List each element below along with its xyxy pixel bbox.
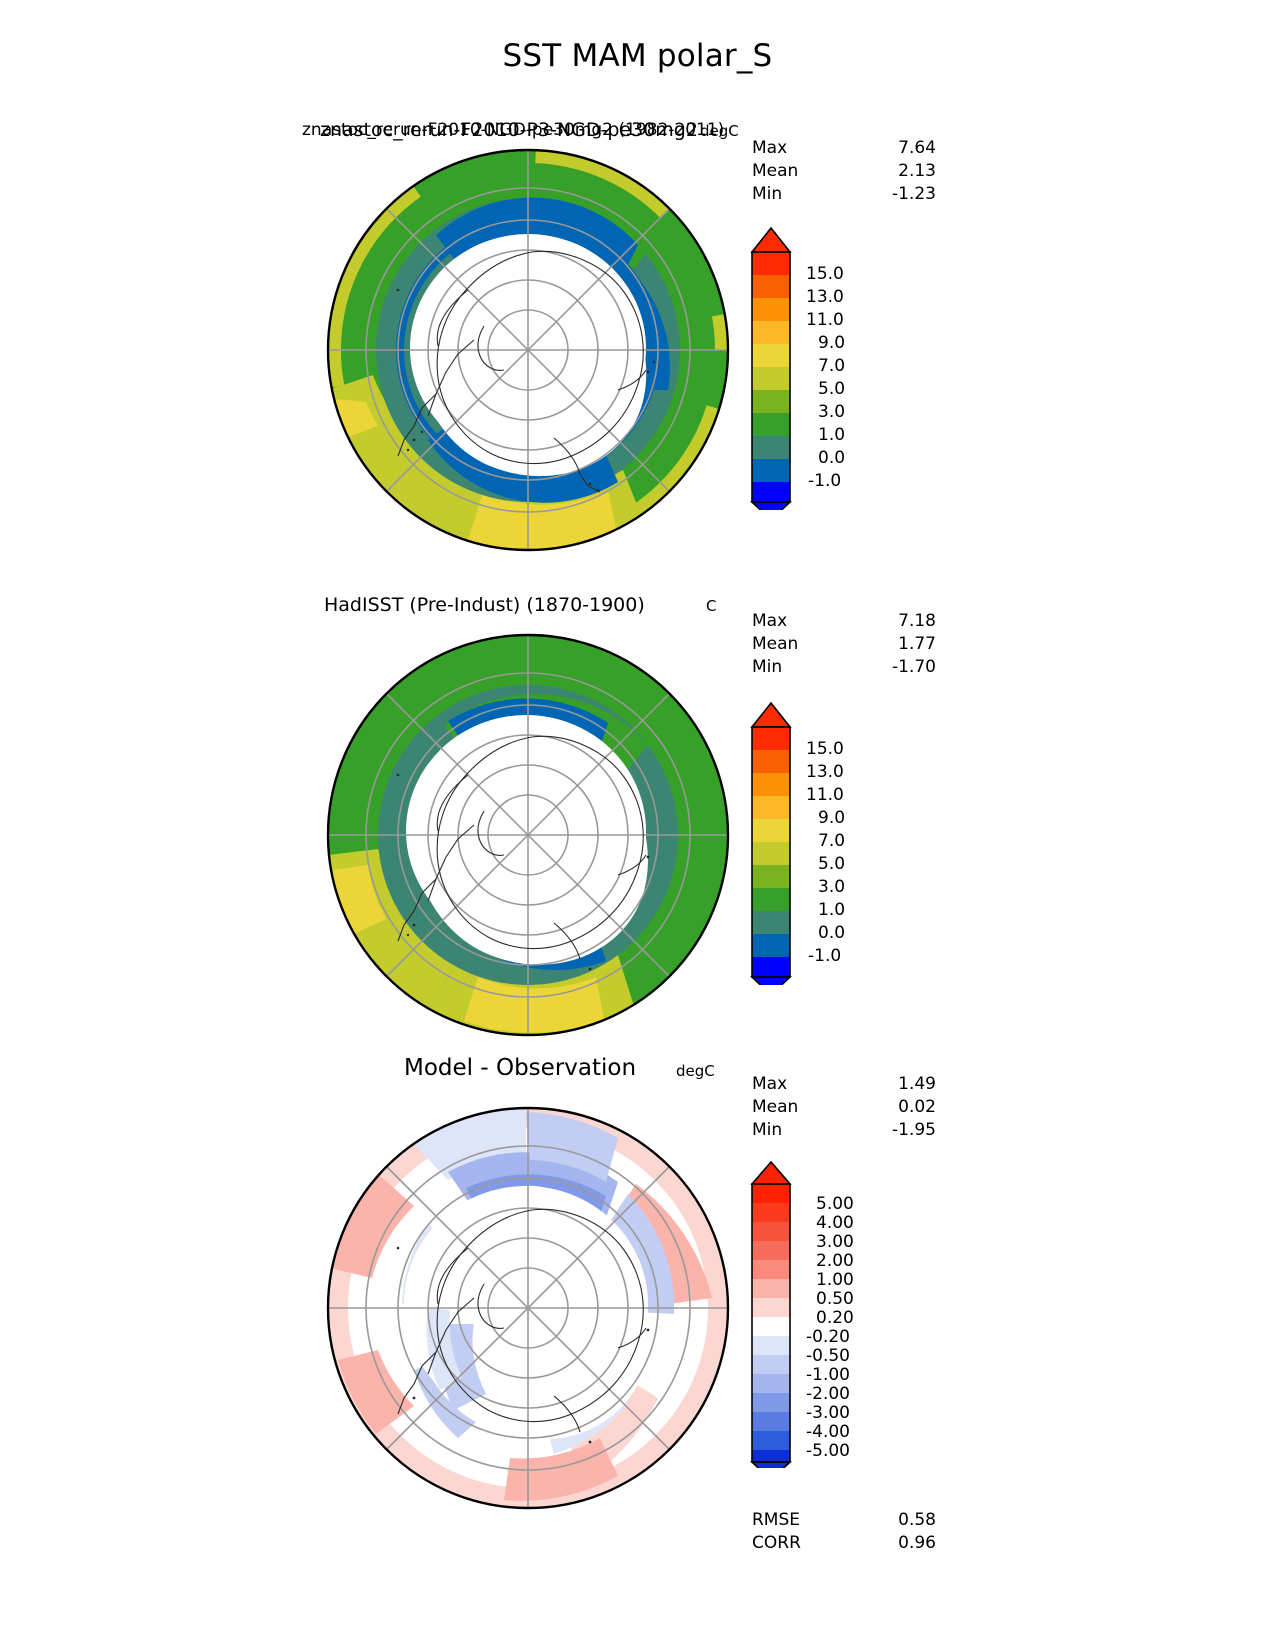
antarctica-coastline-model bbox=[397, 250, 647, 493]
panel-model-title-overlay: znastoc_rerun-F2010-NGD-pe30mg2 (1982-20… bbox=[302, 120, 725, 140]
cb-tick: -1.00 bbox=[806, 1365, 850, 1385]
stat-label: Min bbox=[752, 657, 783, 677]
map-field-observation bbox=[328, 635, 728, 1035]
stat-value: -1.95 bbox=[892, 1120, 936, 1140]
stat-value: 1.49 bbox=[898, 1074, 936, 1094]
cb-tick: 7.0 bbox=[818, 831, 846, 851]
panel-observation: HadISST (Pre-Indust) (1870-1900) C Max 7.… bbox=[0, 585, 1275, 1055]
cb-tick: 9.0 bbox=[818, 333, 846, 353]
cb-tick: -0.50 bbox=[806, 1346, 850, 1366]
polar-map-difference bbox=[326, 1106, 730, 1510]
panel-difference-unit: degC bbox=[676, 1062, 715, 1080]
cb-tick: 5.0 bbox=[818, 379, 846, 399]
cb-tick: -3.00 bbox=[806, 1403, 850, 1423]
cb-tick: 2.00 bbox=[816, 1251, 854, 1271]
stat-label: Mean bbox=[752, 634, 799, 654]
graticule-difference bbox=[328, 1108, 728, 1508]
stat-label: CORR bbox=[752, 1533, 801, 1553]
map-outline-model bbox=[326, 148, 730, 552]
cb-tick: 5.00 bbox=[816, 1194, 854, 1214]
stat-label: Min bbox=[752, 1120, 783, 1140]
stat-label: RMSE bbox=[752, 1510, 801, 1530]
cb-tick: 11.0 bbox=[806, 785, 844, 805]
cb-tick: -2.00 bbox=[806, 1384, 850, 1404]
stat-label: Max bbox=[752, 138, 788, 158]
graticule-observation bbox=[328, 635, 728, 1035]
stat-label: Max bbox=[752, 611, 788, 631]
colorbar-swatches-difference bbox=[749, 1160, 793, 1468]
panel-observation-title-row: HadISST (Pre-Indust) (1870-1900) C bbox=[0, 585, 1275, 616]
polar-map-model bbox=[326, 148, 730, 552]
polar-map-observation bbox=[326, 633, 730, 1037]
cb-tick: 7.0 bbox=[818, 356, 846, 376]
cb-tick: 15.0 bbox=[806, 739, 844, 759]
panel-model-title-row: znastoc_rerun-F2010-P3-NGD-pe30mg2 znast… bbox=[0, 110, 1275, 141]
panel-observation-title: HadISST (Pre-Indust) (1870-1900) bbox=[324, 594, 645, 616]
cb-tick: 11.0 bbox=[806, 310, 844, 330]
stat-value: 2.13 bbox=[898, 161, 936, 181]
figure-title: SST MAM polar_S bbox=[502, 38, 773, 74]
colorbar-swatches-observation bbox=[749, 701, 793, 985]
cb-tick: 0.0 bbox=[818, 923, 846, 943]
antarctica-coastline-difference bbox=[397, 1208, 647, 1433]
cb-tick: -5.00 bbox=[806, 1441, 850, 1461]
map-outline-observation bbox=[326, 633, 730, 1037]
panel-model-title: znastoc_rerun-F2010-P3-NGD-pe30mg2 bbox=[320, 119, 698, 141]
colorbar-ticks-observation: 15.0 13.0 11.0 9.0 7.0 5.0 3.0 1.0 0.0 -… bbox=[806, 695, 886, 985]
map-outline-difference bbox=[326, 1106, 730, 1510]
stat-value: 0.58 bbox=[898, 1510, 936, 1530]
stat-value: 0.02 bbox=[898, 1097, 936, 1117]
island-dots-model bbox=[396, 288, 656, 492]
stat-label: Min bbox=[752, 184, 783, 204]
cb-tick: -1.0 bbox=[808, 946, 842, 966]
panel-difference-title-row: Model - Observation degC bbox=[0, 1050, 1275, 1081]
cb-tick: 15.0 bbox=[806, 264, 844, 284]
cb-tick: 5.0 bbox=[818, 854, 846, 874]
antarctica-coastline-observation bbox=[397, 735, 647, 960]
panel-difference: Model - Observation degC Max 1.49 Mean 0.0… bbox=[0, 1050, 1275, 1570]
cb-tick: 13.0 bbox=[806, 762, 844, 782]
cb-tick: 13.0 bbox=[806, 287, 844, 307]
stat-value: 0.96 bbox=[898, 1533, 936, 1553]
colorbar-ticks-model: 15.0 13.0 11.0 9.0 7.0 5.0 3.0 1.0 0.0 -… bbox=[806, 220, 886, 510]
panel-observation-unit: C bbox=[706, 597, 717, 615]
cb-tick: 0.50 bbox=[816, 1289, 854, 1309]
island-dots-observation bbox=[396, 773, 650, 971]
cb-tick: 1.00 bbox=[816, 1270, 854, 1290]
cb-tick: 3.0 bbox=[818, 402, 846, 422]
colorbar-ticks-difference: 5.00 4.00 3.00 2.00 1.00 0.50 0.20 -0.20… bbox=[806, 1158, 896, 1478]
stat-label: Mean bbox=[752, 161, 799, 181]
cb-tick: -1.0 bbox=[808, 471, 842, 491]
island-dots-difference bbox=[396, 1246, 650, 1444]
cb-tick: 3.00 bbox=[816, 1232, 854, 1252]
stat-value: -1.23 bbox=[892, 184, 936, 204]
cb-tick: 0.0 bbox=[818, 448, 846, 468]
panel-model-unit: degC bbox=[700, 122, 739, 140]
stat-label: Max bbox=[752, 1074, 788, 1094]
colorbar-swatches-model bbox=[749, 226, 793, 510]
stat-value: 7.18 bbox=[898, 611, 936, 631]
panel-difference-title: Model - Observation bbox=[404, 1055, 637, 1081]
graticule-model bbox=[328, 150, 728, 550]
cb-tick: 0.20 bbox=[816, 1308, 854, 1328]
stat-label: Mean bbox=[752, 1097, 799, 1117]
stat-value: 7.64 bbox=[898, 138, 936, 158]
cb-tick: 9.0 bbox=[818, 808, 846, 828]
panel-model: znastoc_rerun-F2010-P3-NGD-pe30mg2 znast… bbox=[0, 110, 1275, 580]
cb-tick: 1.0 bbox=[818, 425, 846, 445]
cb-tick: -0.20 bbox=[806, 1327, 850, 1347]
cb-tick: 3.0 bbox=[818, 877, 846, 897]
cb-tick: 1.0 bbox=[818, 900, 846, 920]
cb-tick: 4.00 bbox=[816, 1213, 854, 1233]
cb-tick: -4.00 bbox=[806, 1422, 850, 1442]
stat-value: -1.70 bbox=[892, 657, 936, 677]
stat-value: 1.77 bbox=[898, 634, 936, 654]
